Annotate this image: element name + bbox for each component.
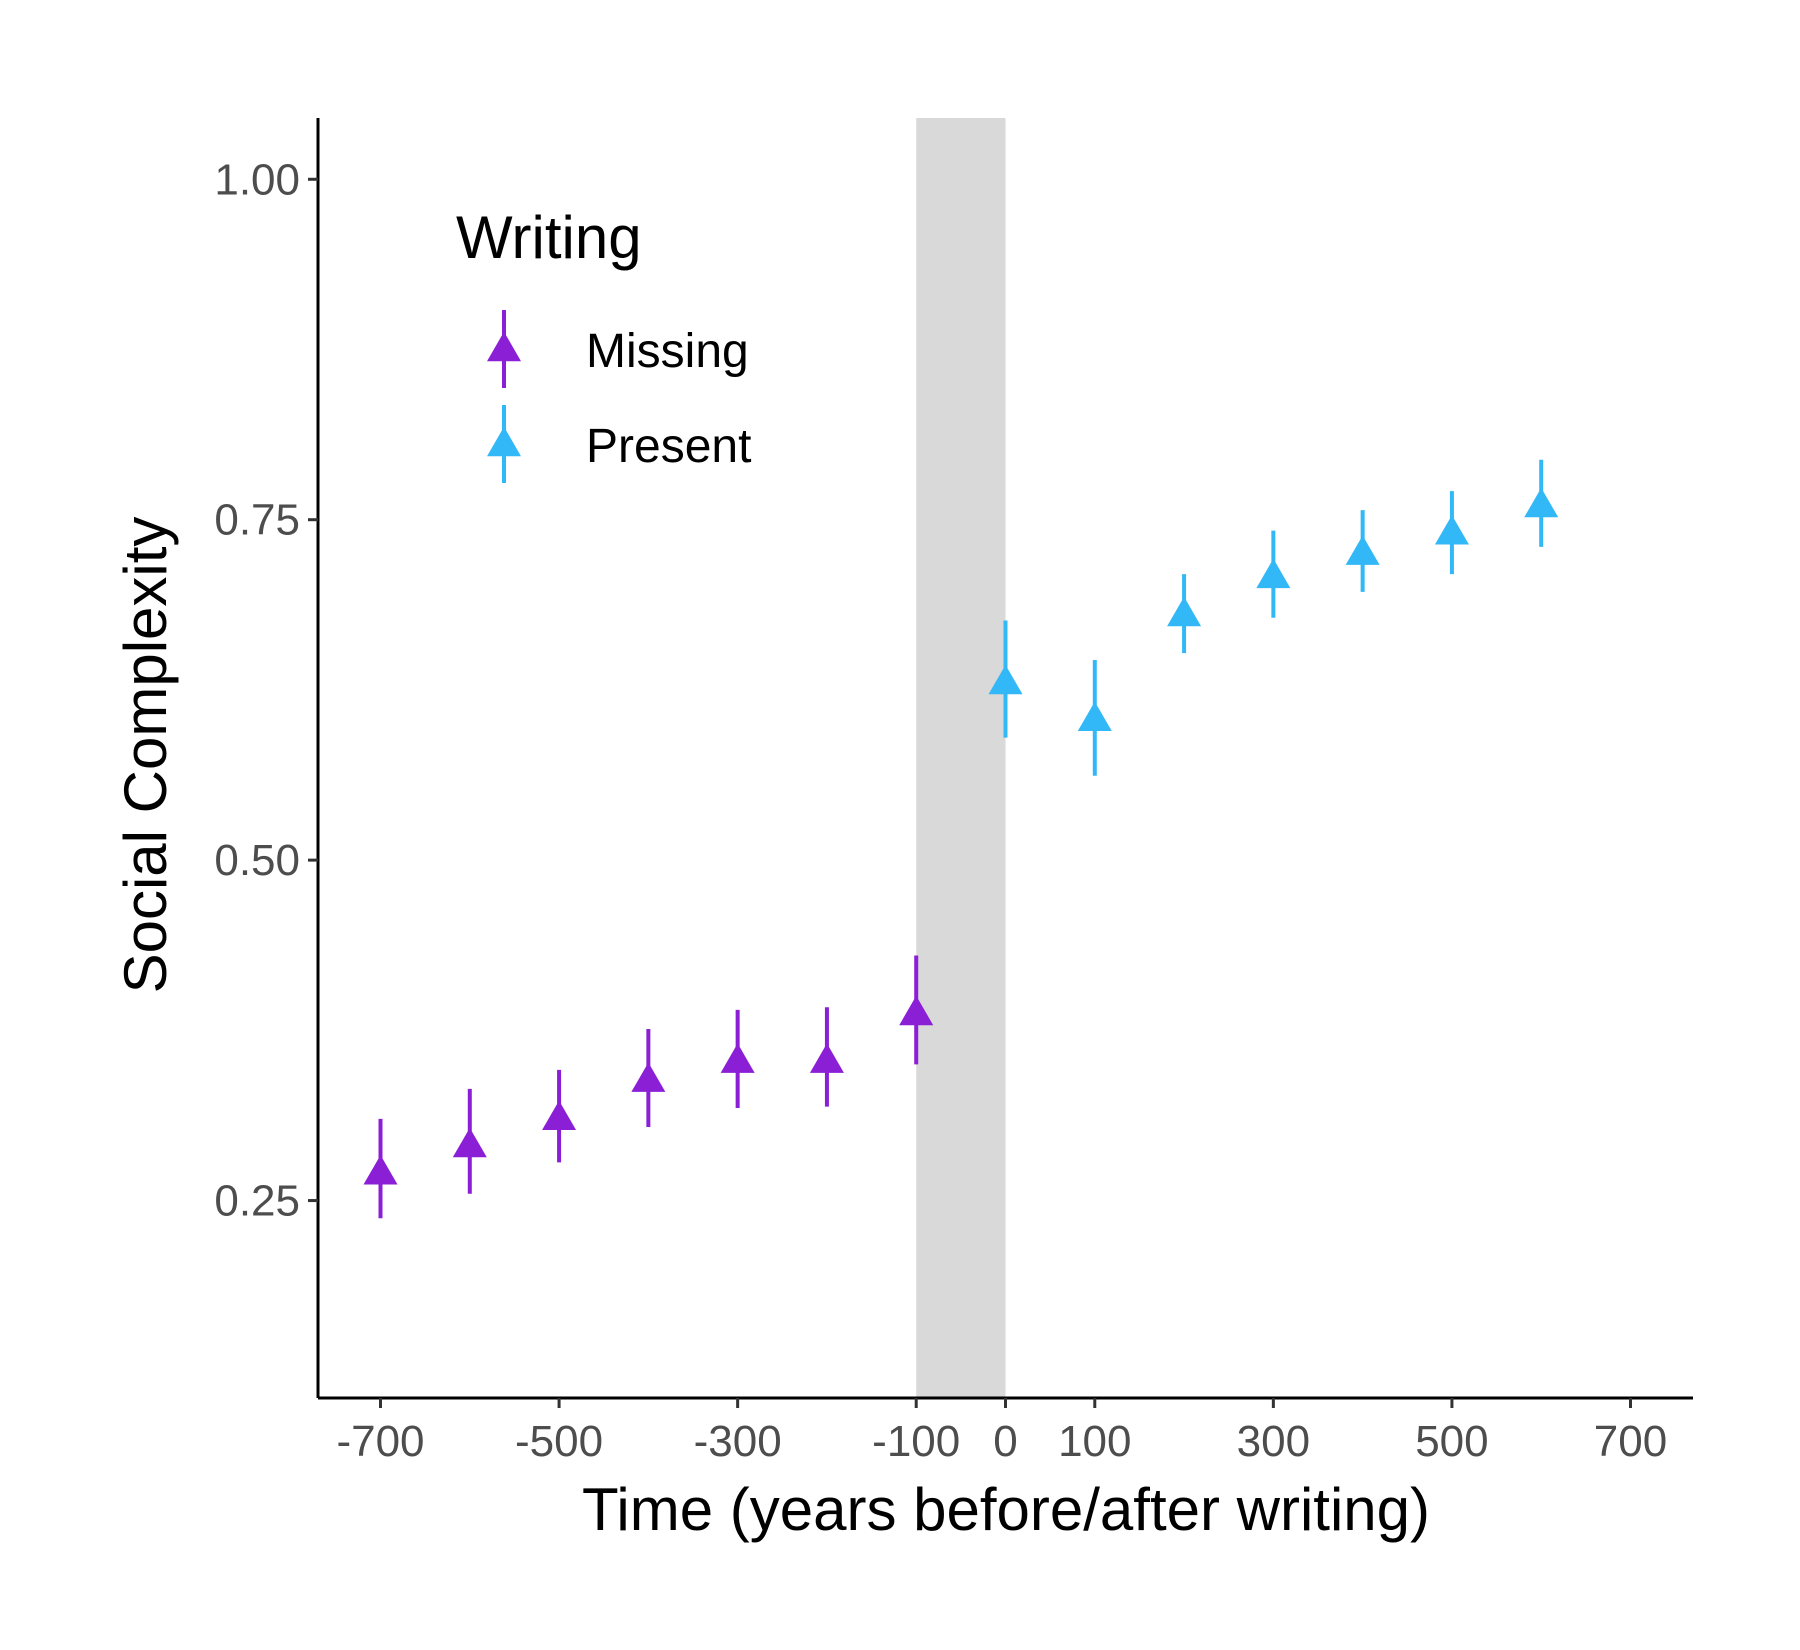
legend-label: Missing [586,325,749,378]
x-tick-label: -500 [515,1417,603,1466]
data-point [1345,535,1380,565]
data-point [1167,596,1202,627]
legend-entry-missing: Missing [487,310,749,388]
y-tick-label: 1.00 [214,155,300,204]
x-tick-label: 0 [993,1417,1017,1466]
x-tick-label: -300 [694,1417,782,1466]
data-point [720,1043,755,1073]
x-tick-label: 100 [1058,1417,1131,1466]
data-point [631,1062,666,1092]
y-tick-label: 0.75 [214,496,300,545]
shaded-region-layer [916,118,1006,1398]
legend-marker [487,426,521,457]
points-layer [363,459,1559,1219]
legend-marker [487,331,521,362]
data-point [542,1100,577,1131]
data-point [1256,558,1291,589]
legend-entry-present: Present [487,405,751,483]
x-tick-label: -700 [336,1417,424,1466]
legend-label: Present [586,420,751,473]
data-point [363,1155,398,1185]
series-present [988,459,1559,776]
data-point [899,995,934,1026]
x-axis-title: Time (years before/after writing) [582,1476,1430,1543]
axes: 0.25 0.50 0.75 1.00 -700 -500 -300 -100 0 100 300… [214,118,1693,1466]
x-tick-label: 700 [1594,1417,1667,1466]
x-tick-label: 500 [1415,1417,1488,1466]
data-point [1524,487,1559,518]
x-ticks: -700 -500 -300 -100 0 100 300 500 700 [336,1398,1667,1466]
data-point [452,1127,487,1158]
x-tick-label: 300 [1237,1417,1310,1466]
legend: Writing Missing Present [456,204,751,483]
data-point [988,664,1023,695]
data-point [1077,701,1112,732]
data-point [1434,515,1469,545]
y-tick-label: 0.50 [214,836,300,885]
legend-title: Writing [456,204,642,271]
series-missing [363,955,934,1219]
legend-entries: Missing Present [487,310,751,483]
shaded-region [916,118,1006,1398]
x-tick-label: -100 [872,1417,960,1466]
y-axis-title: Social Complexity [112,517,179,994]
data-point [809,1043,844,1073]
y-tick-label: 0.25 [214,1177,300,1226]
y-ticks: 0.25 0.50 0.75 1.00 [214,155,318,1226]
